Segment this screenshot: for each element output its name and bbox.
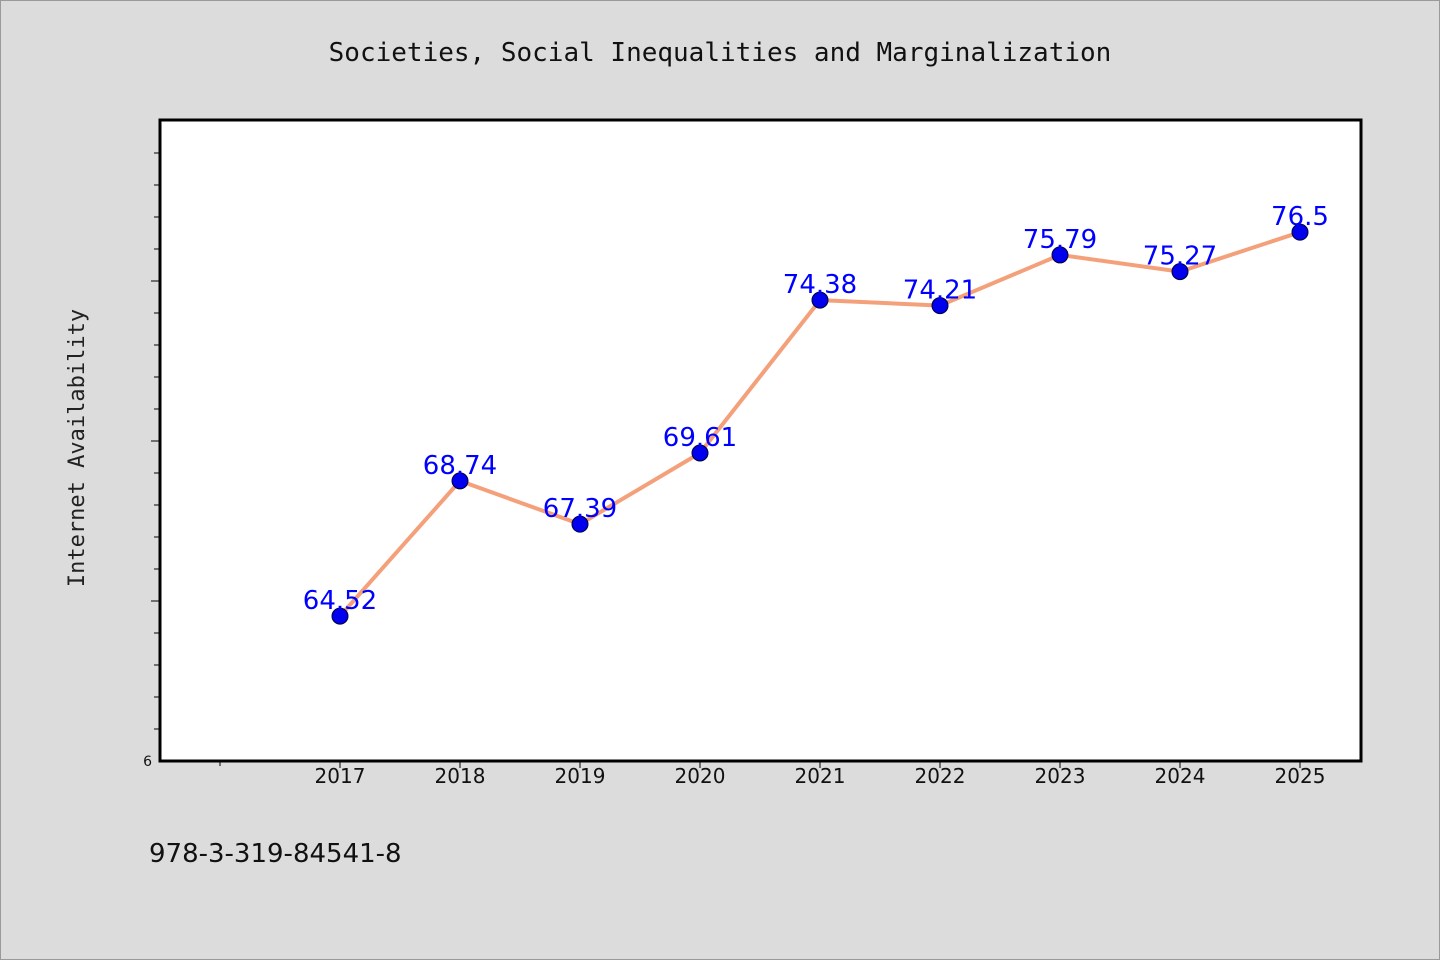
x-axis-ticks: 2017 2018 2019 2020 2021 2022 2023 2024 2025 bbox=[219, 761, 1326, 788]
chart-title: Societies, Social Inequalities and Margi… bbox=[329, 38, 1112, 68]
x-tick-label: 2019 bbox=[555, 764, 606, 788]
data-point bbox=[451, 472, 469, 490]
y-axis-label: Internet Availability bbox=[65, 309, 90, 587]
data-label: 69.61 bbox=[663, 423, 737, 453]
x-tick-label: 2025 bbox=[1275, 764, 1326, 788]
data-label: 74.21 bbox=[903, 276, 977, 306]
data-point bbox=[331, 607, 349, 625]
data-point bbox=[1171, 263, 1189, 281]
data-label: 76.5 bbox=[1271, 202, 1329, 232]
data-point bbox=[571, 515, 589, 533]
footer-isbn: 978-3-319-84541-8 bbox=[149, 839, 402, 869]
data-label: 64.52 bbox=[303, 586, 377, 616]
plot-area bbox=[158, 118, 1363, 763]
data-label: 67.39 bbox=[543, 494, 617, 524]
data-point bbox=[931, 297, 949, 315]
data-point bbox=[691, 444, 709, 462]
data-label: 74.38 bbox=[783, 270, 857, 300]
y-tick-label: 6 bbox=[143, 754, 152, 770]
series-layer bbox=[331, 223, 1309, 625]
y-axis-ticks: 6 bbox=[143, 152, 160, 770]
data-label: 75.27 bbox=[1143, 242, 1217, 272]
data-label: 68.74 bbox=[423, 451, 497, 481]
x-tick-label: 2022 bbox=[915, 764, 966, 788]
data-point bbox=[1051, 246, 1069, 264]
x-tick-label: 2024 bbox=[1155, 764, 1206, 788]
data-point bbox=[811, 291, 829, 309]
x-tick-label: 2020 bbox=[675, 764, 726, 788]
data-labels-layer: 64.52 68.74 67.39 69.61 74.38 74.21 75.79 75.27… bbox=[303, 202, 1329, 616]
x-tick-label: 2018 bbox=[435, 764, 486, 788]
x-tick-label: 2017 bbox=[315, 764, 366, 788]
data-point bbox=[1291, 223, 1309, 241]
x-tick-label: 2021 bbox=[795, 764, 846, 788]
x-tick-label: 2023 bbox=[1035, 764, 1086, 788]
data-label: 75.79 bbox=[1023, 225, 1097, 255]
